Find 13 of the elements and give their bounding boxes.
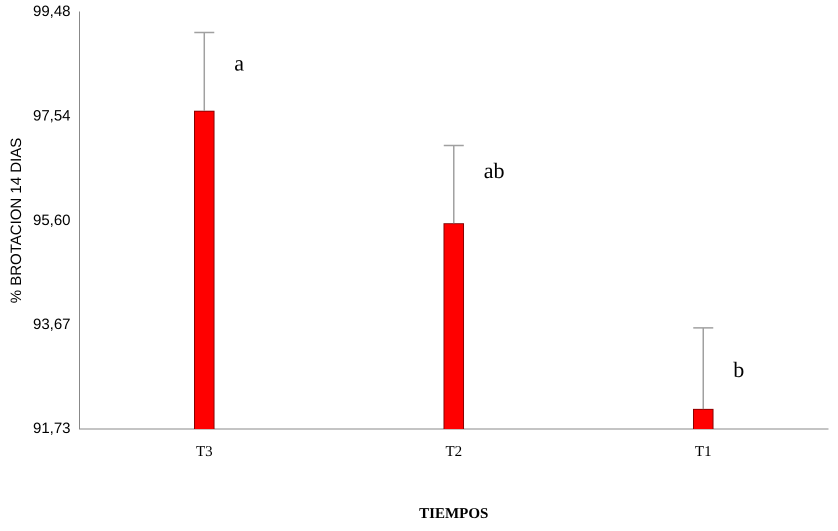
x-tick-label: T1 xyxy=(694,444,712,460)
annotation: b xyxy=(733,357,744,382)
x-tick-label: T3 xyxy=(196,444,213,460)
annotation: a xyxy=(234,50,244,76)
y-tick-label: 99,48 xyxy=(32,3,71,20)
y-tick-label: 97,54 xyxy=(32,108,71,125)
y-tick-label: 93,67 xyxy=(32,316,71,333)
x-tick-label: T2 xyxy=(445,444,462,460)
y-tick-label: 95,60 xyxy=(32,212,71,229)
x-axis-title: TIEMPOS xyxy=(419,506,488,522)
annotation: ab xyxy=(484,158,505,184)
y-tick-label: 91,73 xyxy=(32,420,71,438)
y-axis-title: % BROTACION 14 DIAS xyxy=(8,138,26,304)
